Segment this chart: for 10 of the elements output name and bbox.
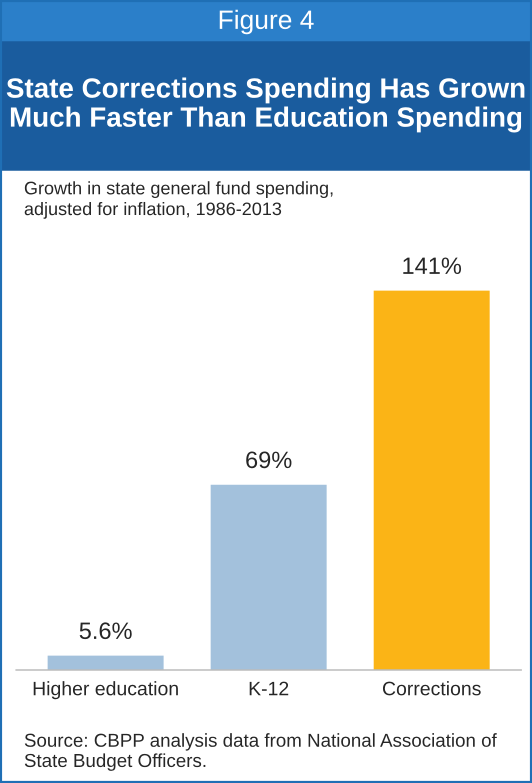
data-label: 5.6% [80, 622, 132, 640]
data-label: 69% [246, 452, 292, 468]
x-tick-label: Corrections [382, 681, 481, 696]
source-note: Source: CBPP analysis data from National Association of State Budget Officers. [24, 733, 497, 771]
x-tick-label: K-12 [250, 682, 288, 696]
data-label: 141% [403, 258, 462, 274]
x-tick-label: Higher education [34, 681, 178, 700]
chart-title: Figure 4 [220, 10, 314, 34]
chart-subtitle: State Corrections Spending Has Grown Much Faster Than Education Spending [6, 77, 524, 133]
text: Growth in state general fund spending, adjusted for inflation, 1986-2013 [24, 181, 332, 219]
